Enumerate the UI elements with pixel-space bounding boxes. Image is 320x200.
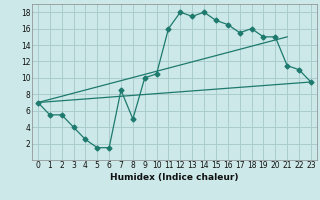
X-axis label: Humidex (Indice chaleur): Humidex (Indice chaleur) bbox=[110, 173, 239, 182]
